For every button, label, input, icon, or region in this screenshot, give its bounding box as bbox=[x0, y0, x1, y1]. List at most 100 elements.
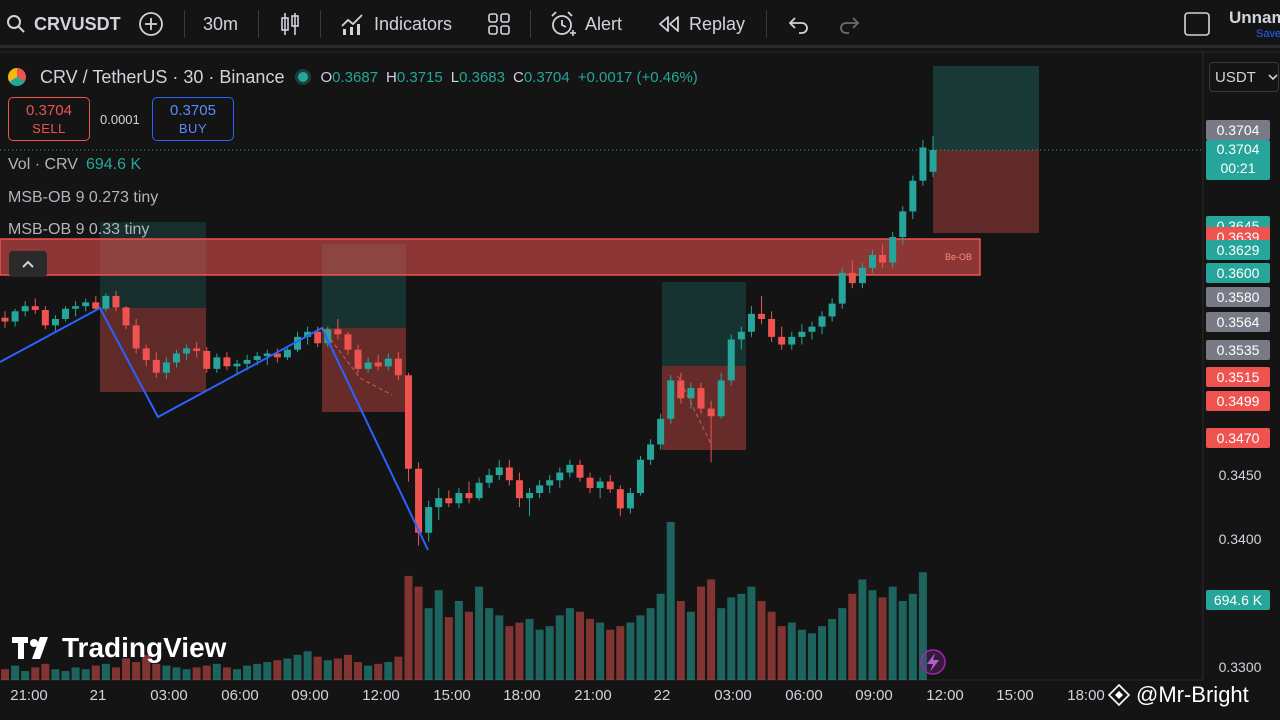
sell-button[interactable]: 0.3704 SELL bbox=[8, 97, 90, 141]
time-axis-label: 06:00 bbox=[785, 687, 823, 704]
candle-body bbox=[879, 254, 887, 263]
volume-bars bbox=[1, 522, 927, 680]
undo-button[interactable] bbox=[787, 0, 819, 48]
grid-icon bbox=[487, 12, 511, 36]
candle-body bbox=[1, 317, 9, 322]
candle-body bbox=[818, 316, 826, 327]
candle-body bbox=[364, 362, 372, 369]
volume-bar bbox=[343, 654, 352, 680]
volume-bar bbox=[626, 622, 635, 680]
volume-bar bbox=[747, 586, 756, 680]
candle-body bbox=[334, 329, 342, 335]
alarm-clock-icon bbox=[549, 10, 577, 38]
volume-bar bbox=[172, 667, 181, 680]
candle-body bbox=[838, 272, 846, 304]
candle-body bbox=[283, 349, 291, 358]
volume-bar bbox=[51, 669, 60, 680]
compare-add-button[interactable] bbox=[138, 0, 172, 48]
time-axis-label: 15:00 bbox=[433, 687, 471, 704]
volume-bar bbox=[555, 615, 564, 680]
volume-bar bbox=[404, 575, 413, 680]
projection-line bbox=[677, 375, 713, 447]
last-price-tag-value: 0.3704 bbox=[1216, 141, 1260, 157]
volume-bar bbox=[807, 633, 816, 680]
candle-body bbox=[889, 237, 897, 263]
volume-bar bbox=[646, 608, 655, 680]
volume-bar bbox=[263, 662, 272, 680]
save-label[interactable]: Save bbox=[1256, 28, 1280, 40]
volume-bar bbox=[828, 618, 837, 680]
symbol-search-button[interactable]: CRVUSDT bbox=[6, 0, 121, 48]
volume-bar bbox=[465, 611, 473, 680]
volume-bar bbox=[222, 667, 231, 680]
author-watermark: @Mr-Bright bbox=[1108, 682, 1249, 708]
candle-body bbox=[72, 306, 80, 309]
layout-toggle-button[interactable] bbox=[1184, 0, 1218, 48]
volume-bar bbox=[898, 601, 907, 680]
candle-body bbox=[304, 331, 312, 337]
binance-logo-icon bbox=[8, 68, 26, 86]
replay-button[interactable]: Replay bbox=[657, 0, 745, 48]
volume-bar bbox=[444, 617, 453, 680]
toolbar-divider bbox=[530, 10, 531, 38]
msb-ob-indicator-legend[interactable]: MSB-OB 9 0.33 tiny bbox=[8, 221, 150, 238]
candle-body bbox=[485, 475, 493, 483]
msb-ob-indicator-legend[interactable]: MSB-OB 9 0.273 tiny bbox=[8, 189, 159, 206]
bearish-order-block-zone[interactable] bbox=[0, 238, 981, 276]
candle-body bbox=[899, 211, 907, 238]
candle-body bbox=[626, 493, 634, 509]
volume-bar bbox=[848, 593, 857, 680]
collapse-legend-button[interactable] bbox=[9, 251, 47, 277]
indicators-button[interactable]: Indicators bbox=[340, 0, 452, 48]
candle-body bbox=[778, 336, 786, 345]
candle-body bbox=[314, 331, 322, 344]
candle-body bbox=[536, 485, 544, 494]
volume-bar bbox=[122, 658, 131, 680]
candle-body bbox=[919, 147, 927, 181]
candle-body bbox=[727, 339, 735, 381]
volume-bar bbox=[303, 651, 312, 680]
candle-body bbox=[758, 313, 766, 319]
volume-bar bbox=[41, 663, 50, 680]
volume-bar bbox=[1, 669, 9, 680]
toolbar-divider bbox=[766, 10, 767, 38]
candle-body bbox=[606, 481, 614, 490]
volume-bar bbox=[686, 611, 695, 680]
candle-body bbox=[213, 357, 221, 369]
symbol-label: CRVUSDT bbox=[34, 13, 121, 34]
candle-body bbox=[929, 150, 937, 172]
price-tag: 0.3535 bbox=[1206, 339, 1270, 360]
volume-bar bbox=[535, 629, 544, 680]
volume-indicator-legend[interactable]: Vol · CRV 694.6 K bbox=[8, 156, 141, 174]
volume-bar bbox=[838, 608, 847, 680]
volume-bar bbox=[888, 586, 897, 680]
volume-bar bbox=[545, 626, 554, 680]
time-axis-label: 18:00 bbox=[503, 687, 541, 704]
volume-bar bbox=[485, 608, 494, 680]
layout-name[interactable]: Unnam bbox=[1229, 8, 1280, 27]
candle-body bbox=[566, 464, 574, 473]
candle-body bbox=[737, 331, 745, 340]
volume-bar bbox=[283, 658, 292, 680]
position-loss-box bbox=[100, 308, 206, 392]
buy-button[interactable]: 0.3705 BUY bbox=[152, 97, 234, 141]
volume-bar bbox=[233, 669, 241, 680]
interval-button[interactable]: 30m bbox=[203, 13, 239, 34]
volume-bar bbox=[454, 601, 463, 680]
layout-templates-button[interactable] bbox=[487, 0, 519, 48]
chart-type-button[interactable] bbox=[279, 0, 309, 48]
time-axis-label: 03:00 bbox=[150, 687, 188, 704]
currency-select[interactable]: USDT bbox=[1209, 62, 1279, 92]
redo-button[interactable] bbox=[837, 0, 869, 48]
candle-body bbox=[31, 306, 39, 310]
volume-bar bbox=[697, 586, 705, 680]
buy-price: 0.3705 bbox=[170, 102, 216, 119]
price-tag: 0.3580 bbox=[1206, 287, 1270, 308]
alert-button[interactable]: Alert bbox=[549, 0, 622, 48]
candle-body bbox=[233, 363, 241, 367]
rewind-icon bbox=[657, 14, 681, 34]
symbol-title[interactable]: CRV / TetherUS · 30 · Binance bbox=[40, 66, 285, 87]
candle-body bbox=[828, 303, 836, 317]
square-icon bbox=[1184, 12, 1210, 36]
